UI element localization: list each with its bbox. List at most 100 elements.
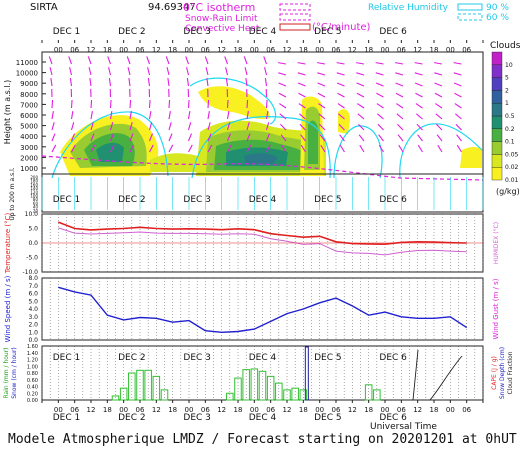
wind-arrow <box>109 99 112 109</box>
wind-arrow <box>51 122 55 131</box>
precip-panel: DEC 1 DEC 2 DEC 3 DEC 4 DEC 5 DEC 6 1.601.401… <box>3 344 514 404</box>
wind-arrow <box>206 78 209 87</box>
wind-arrow <box>263 56 268 65</box>
hour-tick-label: 00 <box>119 406 128 414</box>
wind-arrow <box>70 133 76 142</box>
wind-arrow <box>297 62 306 65</box>
wind-arrow <box>244 67 248 76</box>
wind-arrow <box>148 99 151 109</box>
wind-arrow <box>187 133 193 142</box>
hour-tick-label: 18 <box>103 46 112 54</box>
wind-arrow <box>434 82 443 87</box>
wind-arrow <box>110 144 115 153</box>
wind-arrow <box>414 72 423 76</box>
wind-arrow <box>300 144 306 153</box>
wind-arrow <box>246 111 249 120</box>
day-label: DEC 6 <box>379 413 407 423</box>
station-name: SIRTA <box>30 2 58 13</box>
wind-arrow <box>377 123 384 131</box>
header-legend-swatches <box>279 3 311 31</box>
rain-bar <box>291 387 299 401</box>
wind-arrow <box>398 144 404 153</box>
height-tick-label: 7000 <box>20 101 38 109</box>
day-label: DEC 3 <box>183 413 211 423</box>
wind-arrow <box>168 111 171 120</box>
cape-axis-label: CAPE (J / g) <box>491 356 498 390</box>
clouds-legend-swatch <box>491 115 503 130</box>
clouds-legend-level: 0.05 <box>505 151 519 158</box>
wind-tick-label: 3.0 <box>28 314 38 321</box>
precip-tick-label: 1.40 <box>27 351 38 357</box>
hour-tick-label: 12 <box>152 46 161 54</box>
wind-arrow <box>317 92 326 98</box>
wind-arrow <box>415 103 423 109</box>
wind-arrow <box>377 113 384 120</box>
wind-arrow <box>318 113 326 120</box>
low-tick-label: 160 <box>30 182 38 187</box>
wind-arrow <box>336 72 345 76</box>
day-label: DEC 2 <box>118 413 146 423</box>
wind-arrow <box>246 99 249 109</box>
temp-axis-label: Temperature (°C) <box>4 213 12 275</box>
hour-tick-label: 06 <box>70 46 79 54</box>
wind-arrow <box>317 82 326 87</box>
wind-arrow <box>453 72 462 76</box>
wind-arrow <box>185 56 190 65</box>
wind-arrow <box>414 62 423 65</box>
clouds-legend-swatch <box>491 90 503 104</box>
precip-tick-label: 0.00 <box>27 398 38 404</box>
wind-arrow <box>226 122 231 131</box>
wind-arrow <box>90 99 93 109</box>
wind-arrow <box>70 99 73 109</box>
wind-arrow <box>280 123 287 131</box>
height-tick-label: 8000 <box>20 91 38 99</box>
wind-arrow <box>278 62 287 65</box>
wind-arrow <box>90 144 96 153</box>
hour-tick-label: 00 <box>250 406 259 414</box>
wind-tick-label: 6.0 <box>28 291 38 298</box>
wind-arrow <box>129 99 132 109</box>
wind-arrow <box>317 62 326 65</box>
rain-bar <box>128 372 136 401</box>
temperature-panel: 10.0 5.0 0.0 -5.0 -10.0 Temperature (°C) HUMID… <box>4 211 500 276</box>
hour-tick-label: 12 <box>152 406 161 414</box>
wind-arrow <box>454 103 462 109</box>
temp-tick-label: 0.0 <box>28 240 38 247</box>
rain-bar <box>373 389 381 401</box>
wind-panel: 8.07.06.05.04.03.02.01.00.0 Wind Speed (m… <box>4 275 500 344</box>
wind-arrow <box>265 99 268 109</box>
wind-arrow <box>336 62 345 65</box>
temp-tick-label: 10.0 <box>25 211 39 218</box>
wind-tick-label: 0.0 <box>28 337 38 344</box>
wind-arrow <box>266 144 271 153</box>
wind-arrow <box>417 144 423 153</box>
precip-tick-label: 0.80 <box>27 371 38 377</box>
hour-tick-label: 18 <box>364 46 373 54</box>
wind-arrow <box>129 144 135 153</box>
temperature-series-1 <box>58 227 467 256</box>
hour-tick-label: 12 <box>87 406 96 414</box>
wind-arrow <box>187 99 190 109</box>
wind-arrow <box>166 67 170 76</box>
wind-arrow <box>396 103 404 109</box>
height-tick-label: 4000 <box>20 133 38 141</box>
cloud-fraction-axis-label: Cloud Fraction <box>507 351 514 394</box>
humidex-axis-label: HUMIDEX (°C) <box>493 222 500 264</box>
wind-arrow <box>149 144 154 153</box>
wind-arrow <box>279 113 287 120</box>
wind-arrow <box>107 56 112 65</box>
low-tick-label: 120 <box>30 190 38 195</box>
gust-axis-label: Wind Gust (m / s) <box>492 278 500 339</box>
wind-arrow <box>414 82 423 87</box>
wind-arrow <box>395 92 404 98</box>
precip-grid: DEC 1 DEC 2 DEC 3 DEC 4 DEC 5 DEC 6 <box>41 346 484 400</box>
wind-arrow <box>243 56 248 65</box>
hour-tick-label: 18 <box>168 406 177 414</box>
wind-arrow <box>300 134 306 142</box>
day-label: DEC 5 <box>314 413 342 423</box>
wind-grid <box>41 278 484 340</box>
wind-arrow <box>375 72 384 76</box>
clouds-legend-level: 0.5 <box>505 113 515 120</box>
wind-arrow <box>168 133 173 142</box>
wind-arrow <box>186 67 190 76</box>
